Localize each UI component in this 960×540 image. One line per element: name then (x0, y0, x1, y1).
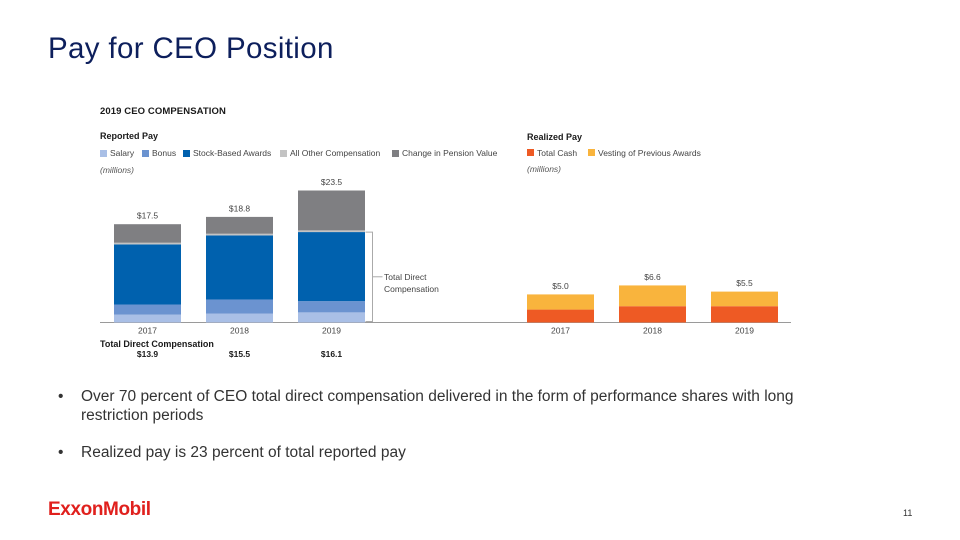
bar-segment-all-other-compensation-2018 (206, 233, 273, 236)
legend-item-stock-based-awards: Stock-Based Awards (183, 148, 272, 158)
bar-segment-stock-based-awards-2017 (114, 244, 181, 305)
bar-segment-stock-based-awards-2018 (206, 235, 273, 300)
legend-label: Change in Pension Value (402, 148, 498, 158)
legend-swatch-total-cash (527, 149, 534, 156)
reported-pay-title: Reported Pay (100, 131, 159, 141)
slide-title: Pay for CEO Position (48, 32, 334, 65)
bullet-item: • Realized pay is 23 percent of total re… (56, 443, 801, 462)
bar-segment-change-in-pension-value-2018 (206, 216, 273, 234)
legend-item-salary: Salary (100, 148, 135, 158)
x-tick-label: 2019 (322, 326, 341, 336)
bar-segment-vesting-of-previous-awards-2019 (711, 291, 778, 307)
x-tick-label: 2018 (643, 326, 662, 336)
tdc-annotation-label: Total Direct (384, 272, 427, 282)
legend-swatch-salary (100, 149, 107, 157)
tdc-value-label: $16.1 (321, 349, 343, 359)
x-tick-label: 2018 (230, 326, 249, 336)
legend-label: Stock-Based Awards (193, 148, 272, 158)
legend-item-all-other-compensation: All Other Compensation (280, 148, 381, 158)
bar-total-label: $6.6 (644, 272, 661, 282)
legend-label: All Other Compensation (290, 148, 381, 158)
bar-segment-total-cash-2019 (711, 306, 778, 323)
realized-pay-title: Realized Pay (527, 132, 583, 142)
bar-segment-vesting-of-previous-awards-2017 (527, 294, 594, 310)
tdc-footer-title: Total Direct Compensation (100, 339, 214, 349)
bullet-dot-icon: • (58, 443, 64, 461)
bullet-text: Realized pay is 23 percent of total repo… (81, 443, 406, 461)
tdc-annotation-label: Compensation (384, 284, 439, 294)
bar-segment-total-cash-2018 (619, 306, 686, 323)
legend-label: Total Cash (537, 147, 578, 158)
bar-segment-vesting-of-previous-awards-2018 (619, 285, 686, 307)
reported-pay-chart: $17.5 2017 $13.9 $18.8 2018 $15.5 $23.5 2019 $16… (114, 177, 439, 359)
page-number: 11 (903, 508, 913, 518)
legend-swatch-all-other-compensation (280, 149, 287, 157)
realized-pay-chart: $5.0 2017 $6.6 2018 $5.5 2019 (527, 272, 778, 336)
bullet-item: • Over 70 percent of CEO total direct co… (56, 387, 801, 425)
exxonmobil-logo: ExxonMobil (48, 499, 151, 520)
reported-pay-units: (millions) (100, 165, 134, 175)
legend-swatch-vesting-of-previous-awards (588, 149, 595, 156)
bullet-text: Over 70 percent of CEO total direct comp… (81, 387, 794, 424)
bar-segment-stock-based-awards-2019 (298, 232, 365, 302)
bar-total-label: $18.8 (229, 203, 251, 213)
realized-pay-units: (millions) (527, 164, 561, 174)
bar-total-label: $5.5 (736, 278, 753, 288)
legend-item-change-in-pension-value: Change in Pension Value (392, 148, 498, 158)
legend-item-vesting-of-previous-awards: Vesting of Previous Awards (588, 147, 701, 158)
bar-segment-salary-2019 (298, 312, 365, 323)
tdc-bracket (365, 231, 373, 322)
tdc-value-label: $15.5 (229, 349, 251, 359)
bar-segment-bonus-2017 (114, 304, 181, 315)
figure-title: 2019 CEO COMPENSATION (100, 106, 226, 117)
bar-segment-all-other-compensation-2019 (298, 230, 365, 233)
legend-label: Salary (110, 148, 135, 158)
bar-segment-change-in-pension-value-2017 (114, 224, 181, 243)
legend-item-bonus: Bonus (142, 148, 177, 158)
legend-item-total-cash: Total Cash (527, 147, 578, 158)
x-tick-label: 2019 (735, 326, 754, 336)
tdc-value-label: $13.9 (137, 349, 159, 359)
bar-segment-salary-2018 (206, 313, 273, 323)
bar-segment-all-other-compensation-2017 (114, 242, 181, 245)
x-tick-label: 2017 (551, 326, 570, 336)
bar-total-label: $17.5 (137, 211, 159, 221)
bar-total-label: $5.0 (552, 281, 569, 291)
bullet-list: • Over 70 percent of CEO total direct co… (56, 387, 801, 480)
legend-swatch-stock-based-awards (183, 149, 190, 157)
x-tick-label: 2017 (138, 326, 157, 336)
bar-segment-bonus-2018 (206, 299, 273, 314)
legend-swatch-bonus (142, 149, 149, 157)
bullet-dot-icon: • (58, 387, 64, 405)
bar-total-label: $23.5 (321, 177, 343, 187)
legend-label: Bonus (152, 148, 177, 158)
bar-segment-salary-2017 (114, 314, 181, 323)
legend-swatch-change-in-pension-value (392, 149, 399, 157)
bar-segment-total-cash-2017 (527, 309, 594, 323)
bar-segment-bonus-2019 (298, 301, 365, 313)
legend-label: Vesting of Previous Awards (598, 147, 701, 158)
bar-segment-change-in-pension-value-2019 (298, 190, 365, 231)
